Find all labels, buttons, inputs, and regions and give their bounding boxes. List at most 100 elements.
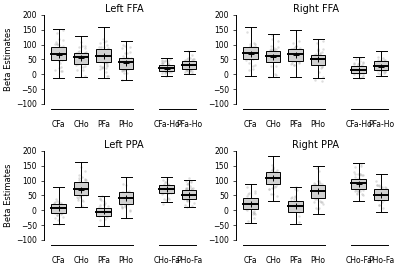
Bar bbox=[51, 204, 66, 213]
Point bbox=[294, 206, 300, 210]
Point bbox=[166, 190, 172, 194]
Point bbox=[77, 61, 83, 65]
Point bbox=[164, 63, 171, 68]
Point bbox=[288, 55, 295, 60]
Point bbox=[296, 48, 302, 52]
Point bbox=[56, 43, 62, 47]
Point bbox=[377, 59, 383, 63]
Point bbox=[246, 205, 252, 210]
Point bbox=[76, 173, 82, 177]
Point bbox=[100, 206, 107, 211]
Point bbox=[296, 210, 302, 214]
Point bbox=[248, 47, 254, 51]
Point bbox=[118, 197, 124, 201]
Point bbox=[376, 190, 382, 194]
Point bbox=[314, 166, 320, 171]
Point bbox=[314, 41, 320, 45]
Point bbox=[118, 46, 125, 50]
Point bbox=[274, 51, 280, 56]
Point bbox=[104, 56, 110, 61]
Point bbox=[52, 41, 59, 46]
Point bbox=[289, 200, 295, 204]
Point bbox=[118, 199, 124, 203]
Point bbox=[296, 61, 302, 65]
Point bbox=[124, 59, 130, 63]
Point bbox=[274, 168, 280, 173]
Point bbox=[74, 188, 81, 192]
Bar bbox=[51, 47, 66, 60]
Point bbox=[354, 66, 360, 71]
Point bbox=[272, 72, 279, 77]
Point bbox=[294, 54, 300, 59]
Point bbox=[351, 184, 358, 188]
Point bbox=[296, 59, 302, 64]
Point bbox=[316, 58, 322, 62]
Point bbox=[250, 212, 256, 217]
Point bbox=[356, 172, 363, 177]
Point bbox=[184, 68, 190, 72]
Point bbox=[244, 200, 250, 205]
Point bbox=[247, 52, 254, 57]
Point bbox=[190, 65, 196, 70]
Point bbox=[268, 57, 274, 62]
Point bbox=[167, 56, 173, 61]
Y-axis label: Beta Estimates: Beta Estimates bbox=[4, 164, 13, 227]
Point bbox=[82, 44, 88, 49]
Point bbox=[272, 180, 279, 184]
Point bbox=[74, 62, 81, 66]
Point bbox=[360, 173, 366, 177]
Point bbox=[52, 57, 59, 62]
Point bbox=[268, 33, 275, 37]
Point bbox=[378, 63, 384, 68]
Point bbox=[271, 173, 278, 177]
Point bbox=[357, 76, 364, 80]
Point bbox=[122, 58, 128, 62]
Point bbox=[356, 71, 362, 75]
Point bbox=[245, 61, 252, 65]
Point bbox=[162, 71, 168, 76]
Point bbox=[104, 210, 111, 214]
Point bbox=[76, 56, 82, 61]
Point bbox=[289, 207, 296, 211]
Point bbox=[189, 58, 196, 62]
Point bbox=[126, 198, 133, 202]
Point bbox=[356, 72, 363, 76]
Point bbox=[167, 186, 173, 190]
Point bbox=[294, 204, 300, 208]
Point bbox=[161, 185, 168, 189]
Point bbox=[294, 208, 300, 213]
Point bbox=[354, 71, 361, 75]
Point bbox=[381, 71, 387, 75]
Point bbox=[374, 183, 380, 187]
Point bbox=[380, 191, 386, 195]
Point bbox=[244, 203, 250, 207]
Point bbox=[354, 191, 360, 195]
Point bbox=[120, 200, 127, 204]
Point bbox=[292, 51, 299, 55]
Point bbox=[316, 193, 322, 197]
Point bbox=[360, 69, 366, 73]
Point bbox=[317, 63, 324, 68]
Point bbox=[272, 55, 278, 59]
Point bbox=[380, 64, 386, 68]
Point bbox=[274, 176, 280, 180]
Point bbox=[292, 201, 298, 205]
Point bbox=[105, 204, 111, 208]
Point bbox=[76, 56, 83, 60]
Point bbox=[247, 42, 253, 47]
Point bbox=[162, 189, 168, 193]
Point bbox=[122, 197, 128, 202]
Point bbox=[381, 61, 388, 65]
Point bbox=[166, 184, 172, 188]
Point bbox=[122, 197, 128, 201]
Point bbox=[291, 197, 297, 201]
Point bbox=[58, 51, 64, 55]
Point bbox=[124, 56, 131, 60]
Point bbox=[82, 177, 88, 181]
Point bbox=[380, 69, 387, 73]
Point bbox=[78, 58, 84, 63]
Point bbox=[293, 206, 299, 211]
Point bbox=[165, 182, 172, 187]
Point bbox=[272, 185, 278, 189]
Point bbox=[53, 55, 59, 60]
